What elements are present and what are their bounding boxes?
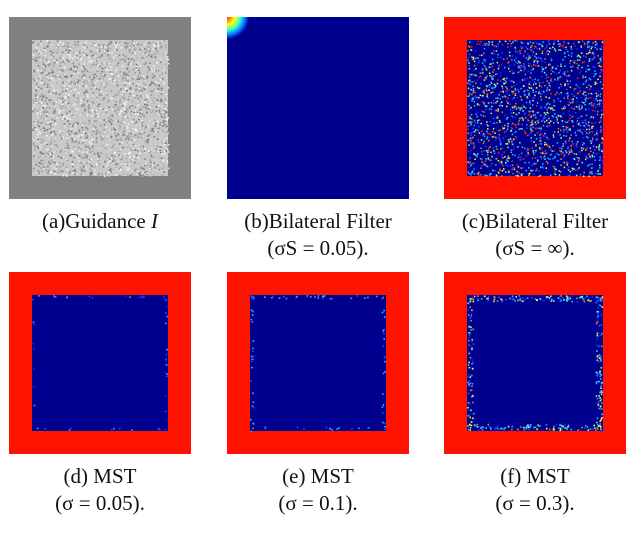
mst-005-image [9,272,191,454]
caption-a: (a)Guidance I [0,208,200,235]
caption-b: (b)Bilateral Filter (σS = 0.05). [212,208,424,262]
panel-a-guidance-image [9,17,191,199]
caption-d-line2: (σ = 0.05). [55,491,145,515]
caption-b-line2: (σS = 0.05). [267,236,369,260]
caption-e-line1: (e) MST [282,464,354,488]
mst-01-image [227,272,409,454]
caption-d-line1: (d) MST [63,464,137,488]
edge-artifacts [32,295,168,432]
blue-center [32,295,168,431]
edge-artifacts [250,295,386,433]
caption-f-line2: (σ = 0.3). [495,491,575,515]
caption-c-line1: (c)Bilateral Filter [461,209,609,233]
caption-a-symbol: I [151,209,159,233]
caption-f-line1: (f) MST [500,464,570,488]
guidance-noise-image [9,17,191,199]
bilateral-filter-infinite-image [444,17,626,199]
caption-c-line2: (σS = ∞). [495,236,575,260]
corner-blob [227,17,249,39]
caption-e-line2: (σ = 0.1). [278,491,358,515]
caption-f: (f) MST (σ = 0.3). [435,463,635,517]
panel-f-mst-image [444,272,626,454]
panel-c-bilateral-image [444,17,626,199]
caption-d: (d) MST (σ = 0.05). [0,463,200,517]
mst-03-image [444,272,626,454]
panel-e-mst-image [227,272,409,454]
caption-c: (c)Bilateral Filter (σS = ∞). [429,208,641,262]
panel-d-mst-image [9,272,191,454]
blue-center [250,295,386,431]
blue-center [467,295,603,431]
edge-artifacts [467,295,605,432]
caption-b-line1: (b)Bilateral Filter [244,209,392,233]
blue-field [227,17,409,199]
speckles [467,40,605,178]
panel-b-bilateral-image [227,17,409,199]
caption-e: (e) MST (σ = 0.1). [218,463,418,517]
caption-a-text: (a)Guidance [41,209,152,233]
bilateral-filter-image [227,17,409,199]
noise-speckles [32,40,170,178]
